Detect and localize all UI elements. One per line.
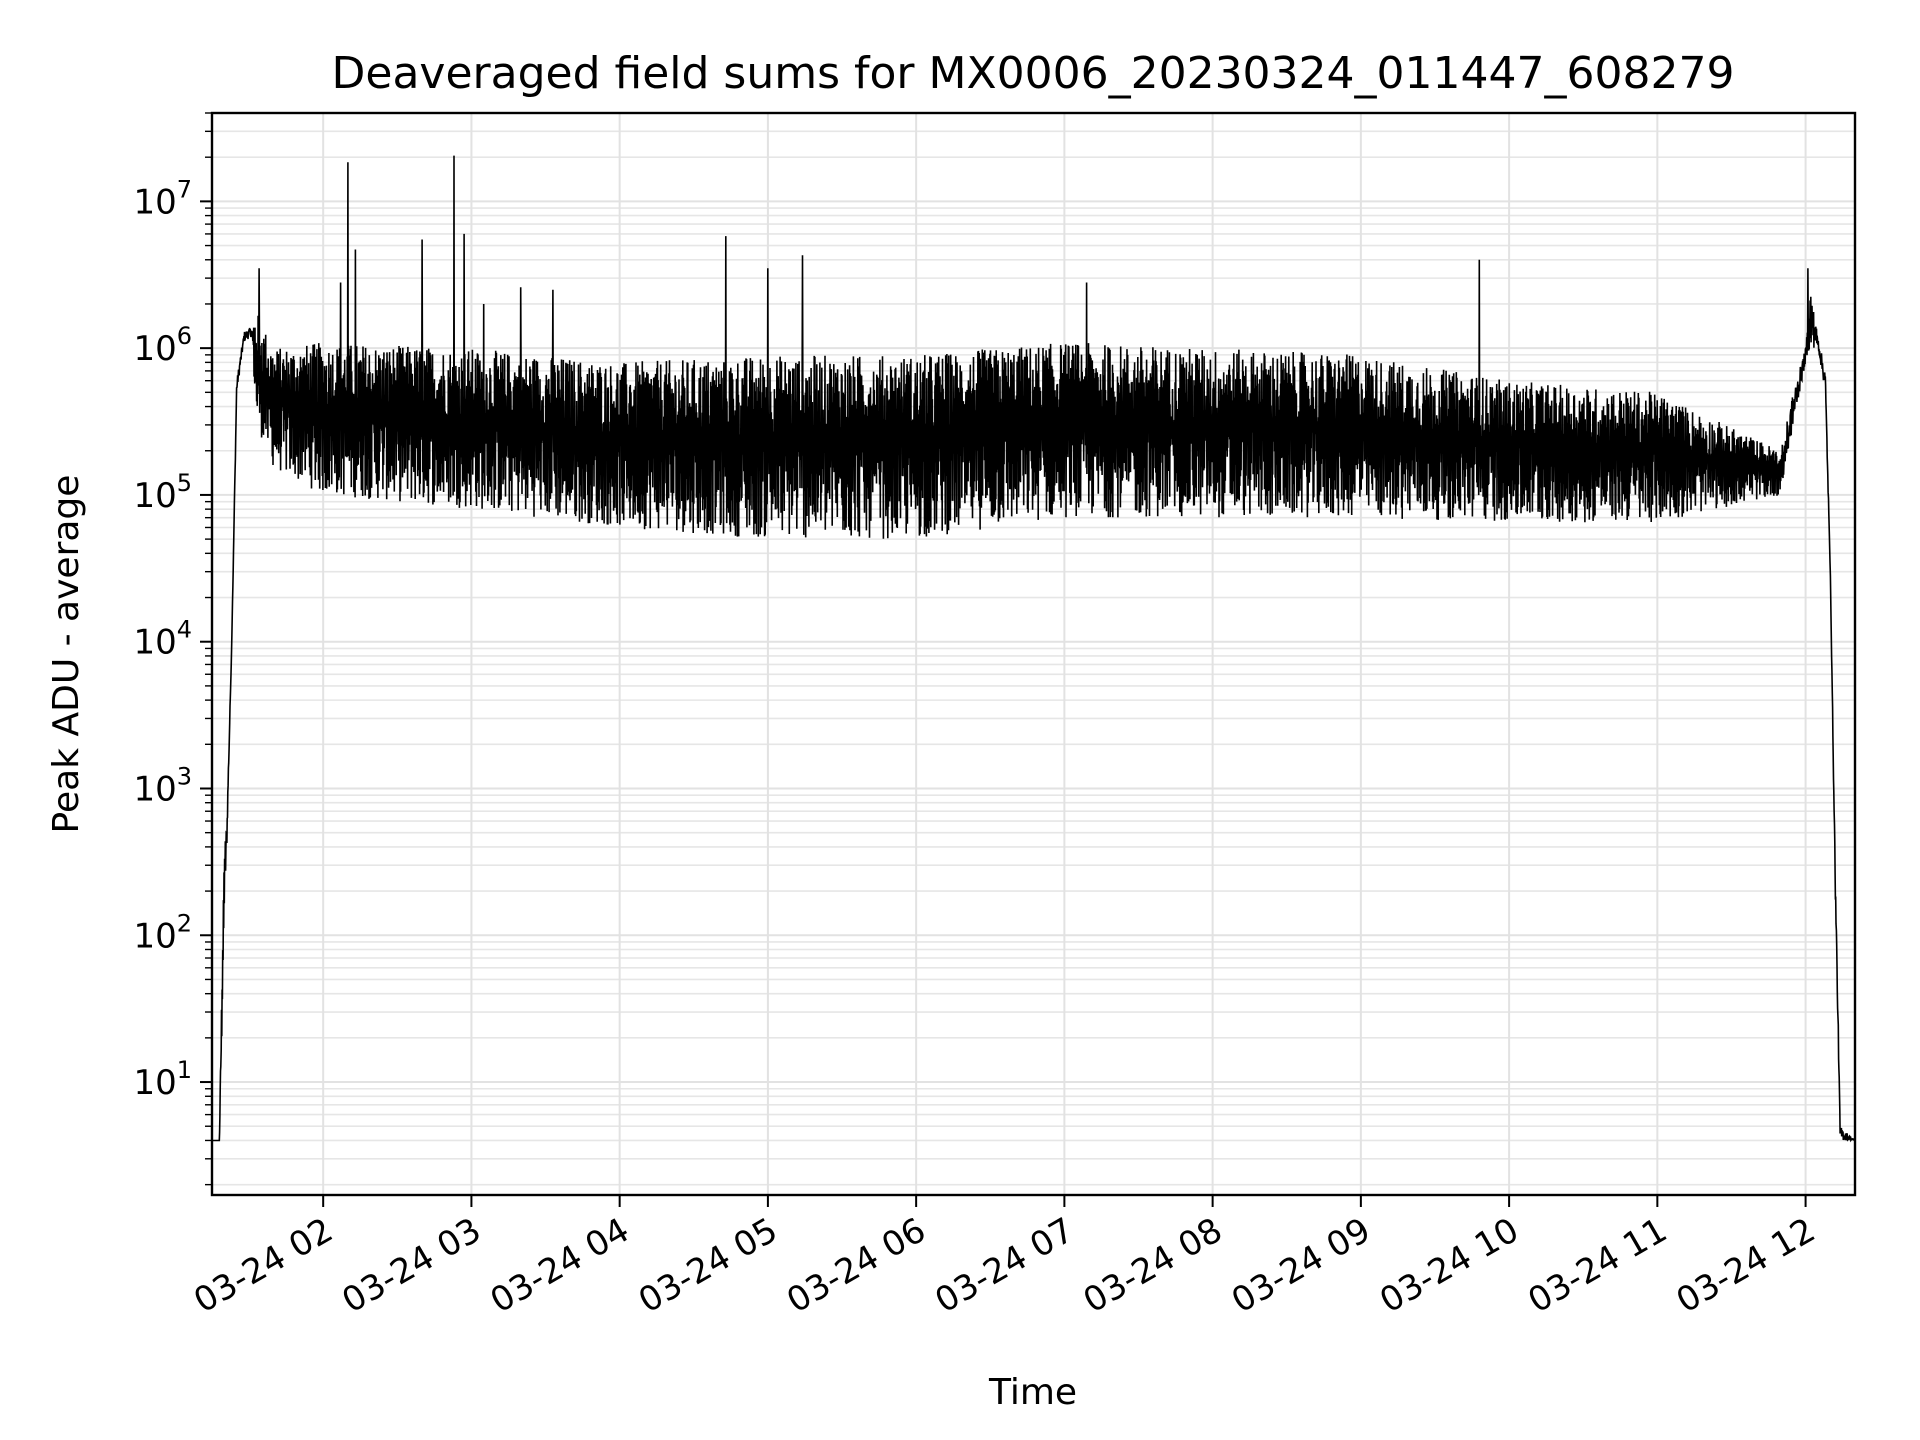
- plot-area: [212, 155, 1856, 1143]
- x-axis-title: Time: [988, 1372, 1077, 1413]
- y-axis-title: Peak ADU - average: [46, 475, 87, 834]
- y-tick-label: 107: [133, 175, 192, 222]
- y-axis: 101 102 103 104 105 106 107: [133, 112, 212, 1186]
- grid-lines: [212, 112, 1855, 1195]
- y-tick-label: 102: [133, 909, 192, 956]
- y-tick-label: 106: [133, 322, 192, 369]
- chart-title: Deaveraged field sums for MX0006_2023032…: [332, 48, 1735, 99]
- plot-frame: [210, 111, 1857, 1197]
- y-tick-label: 101: [133, 1056, 192, 1103]
- series-line: [212, 155, 1856, 1143]
- y-tick-label: 104: [133, 616, 192, 663]
- y-tick-label: 103: [133, 762, 192, 809]
- y-tick-label: 105: [133, 469, 192, 516]
